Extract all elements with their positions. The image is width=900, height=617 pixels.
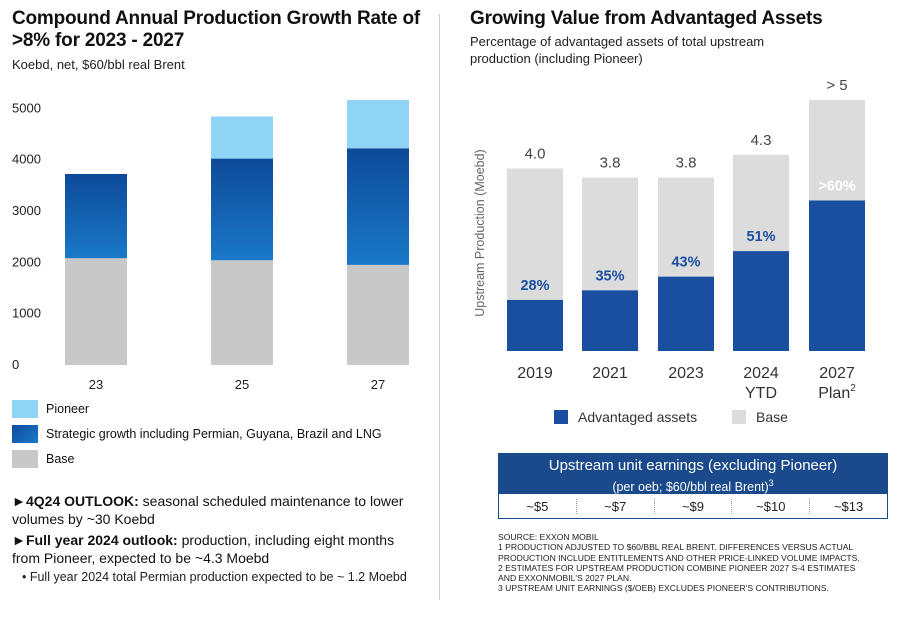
earnings-values-row: ~$5 ~$7 ~$9 ~$10 ~$13 xyxy=(499,494,887,518)
upstream-earnings-table: Upstream unit earnings (excluding Pionee… xyxy=(498,453,888,519)
total-label: 3.8 xyxy=(600,155,621,172)
advantaged-pct-label: 35% xyxy=(595,268,624,284)
x-tick-label: 25 xyxy=(235,377,249,390)
production-growth-chart: 0 1000 2000 3000 4000 5000 23 25 27 xyxy=(12,100,409,390)
bar-segment-advantaged xyxy=(809,200,865,351)
earnings-value: ~$7 xyxy=(575,498,654,514)
bar-segment-pioneer xyxy=(347,100,409,149)
y-tick-label: 1000 xyxy=(12,306,41,321)
y-tick-label: 2000 xyxy=(12,254,41,269)
bar-segment-base xyxy=(507,168,563,300)
bar-segment-advantaged xyxy=(733,251,789,351)
bar-segment-base xyxy=(582,177,638,291)
legend-label-base: Base xyxy=(756,409,788,425)
x-tick-label: 2021 xyxy=(592,365,628,382)
right-subtitle-line2: production (including Pioneer) xyxy=(470,51,643,66)
legend-swatch-base xyxy=(732,410,746,424)
bullet-full-year-text: production, including eight months from … xyxy=(12,532,395,566)
left-title-line2: >8% for 2023 - 2027 xyxy=(12,30,185,51)
bar-segment-pioneer xyxy=(211,116,273,159)
earnings-subtitle: (per oeb; $60/bbl real Brent)3 xyxy=(499,475,887,495)
legend-base: Base xyxy=(12,450,75,468)
triangle-bullet-icon: ► xyxy=(12,493,26,509)
footnote-1a: 1 PRODUCTION ADJUSTED TO $60/BBL REAL BR… xyxy=(498,542,854,553)
earnings-subtitle-text: (per oeb; $60/bbl real Brent) xyxy=(612,480,769,495)
footnotes: SOURCE: EXXON MOBIL 1 PRODUCTION ADJUSTE… xyxy=(498,532,860,594)
legend-swatch-strategic xyxy=(12,425,38,443)
bar-segment-base xyxy=(809,100,865,201)
earnings-value: ~$9 xyxy=(653,498,732,514)
panel-divider xyxy=(439,14,440,600)
bar-segment-base xyxy=(211,260,273,365)
x-tick-label: 23 xyxy=(89,377,103,390)
triangle-bullet-icon: ► xyxy=(12,532,26,548)
footnote-3: 3 UPSTREAM UNIT EARNINGS ($/OEB) EXCLUDE… xyxy=(498,583,829,594)
bullet-4q24-bold: 4Q24 OUTLOOK: xyxy=(26,493,139,509)
sub-bullet-permian: • Full year 2024 total Permian productio… xyxy=(22,570,407,584)
legend-label-base: Base xyxy=(46,452,75,466)
y-axis-label: Upstream Production (Moebd) xyxy=(473,149,487,316)
y-tick-label: 0 xyxy=(12,357,19,372)
x-tick-footnote-sup: 2 xyxy=(850,383,856,394)
y-tick-label: 5000 xyxy=(12,100,41,115)
advantaged-pct-label: >60% xyxy=(818,178,856,194)
legend-label-advantaged: Advantaged assets xyxy=(578,409,697,425)
y-tick-label: 3000 xyxy=(12,203,41,218)
legend-swatch-advantaged xyxy=(554,410,568,424)
legend-pioneer: Pioneer xyxy=(12,400,89,418)
earnings-header: Upstream unit earnings (excluding Pionee… xyxy=(499,454,887,494)
earnings-value: ~$13 xyxy=(809,498,887,514)
footnote-source: SOURCE: EXXON MOBIL xyxy=(498,532,599,542)
bar-segment-strategic xyxy=(65,173,127,259)
footnote-1b: PRODUCTION INCLUDE ENTITLEMENTS AND OTHE… xyxy=(498,552,860,563)
bar-segment-base xyxy=(347,264,409,365)
footnote-2a: 2 ESTIMATES FOR UPSTREAM PRODUCTION COMB… xyxy=(498,562,856,573)
x-tick-label: 27 xyxy=(371,377,385,390)
x-tick-label: 2024 xyxy=(743,365,779,382)
x-tick-label: 2027 xyxy=(819,365,855,382)
bar-segment-strategic xyxy=(347,148,409,265)
bar-segment-strategic xyxy=(211,158,273,261)
x-tick-sublabel: Plan2 xyxy=(818,383,856,402)
total-label: 4.0 xyxy=(525,146,546,163)
left-title-line1: Compound Annual Production Growth Rate o… xyxy=(12,8,421,29)
left-chart-title: Compound Annual Production Growth Rate o… xyxy=(12,8,420,52)
x-tick-label: 2019 xyxy=(517,365,553,382)
bullet-full-year-outlook: ►Full year 2024 outlook: production, inc… xyxy=(12,531,422,567)
advantaged-pct-label: 43% xyxy=(671,255,700,271)
right-subtitle-line1: Percentage of advantaged assets of total… xyxy=(470,34,765,49)
right-chart-title: Growing Value from Advantaged Assets xyxy=(470,8,823,29)
legend-swatch-pioneer xyxy=(12,400,38,418)
bar-segment-advantaged xyxy=(658,276,714,351)
total-label: 3.8 xyxy=(676,155,697,172)
advantaged-pct-label: 51% xyxy=(746,229,775,245)
bullet-4q24-text: seasonal scheduled maintenance to lower … xyxy=(12,493,404,527)
total-label: 4.3 xyxy=(751,132,772,149)
earnings-footnote-sup: 3 xyxy=(768,478,774,488)
x-tick-sublabel: YTD xyxy=(745,385,777,402)
footnote-2b: AND EXXONMOBIL'S 2027 PLAN. xyxy=(498,573,632,584)
bar-segment-advantaged xyxy=(582,290,638,351)
y-tick-label: 4000 xyxy=(12,152,41,167)
earnings-value: ~$5 xyxy=(526,498,549,514)
bar-segment-base xyxy=(733,154,789,252)
total-label: > 5 xyxy=(826,77,847,94)
legend-label-strategic: Strategic growth including Permian, Guya… xyxy=(46,427,382,441)
x-tick-label: 2023 xyxy=(668,365,704,382)
advantaged-pct-label: 28% xyxy=(520,278,549,294)
advantaged-assets-chart: Upstream Production (Moebd) 28% 4.0 2019 35%… xyxy=(473,77,865,425)
legend-label-pioneer: Pioneer xyxy=(46,402,90,416)
legend-strategic-growth: Strategic growth including Permian, Guya… xyxy=(12,425,382,443)
bar-segment-base xyxy=(65,258,127,365)
bar-segment-base xyxy=(658,177,714,277)
earnings-value: ~$10 xyxy=(731,498,809,514)
bar-segment-advantaged xyxy=(507,299,563,351)
right-chart-subtitle: Percentage of advantaged assets of total… xyxy=(470,33,764,67)
left-chart-subtitle: Koebd, net, $60/bbl real Brent xyxy=(12,57,185,72)
legend-swatch-base xyxy=(12,450,38,468)
bullet-4q24-outlook: ►4Q24 OUTLOOK: seasonal scheduled mainte… xyxy=(12,492,422,528)
earnings-title: Upstream unit earnings (excluding Pionee… xyxy=(548,457,838,474)
bullet-full-year-bold: Full year 2024 outlook: xyxy=(26,532,178,548)
